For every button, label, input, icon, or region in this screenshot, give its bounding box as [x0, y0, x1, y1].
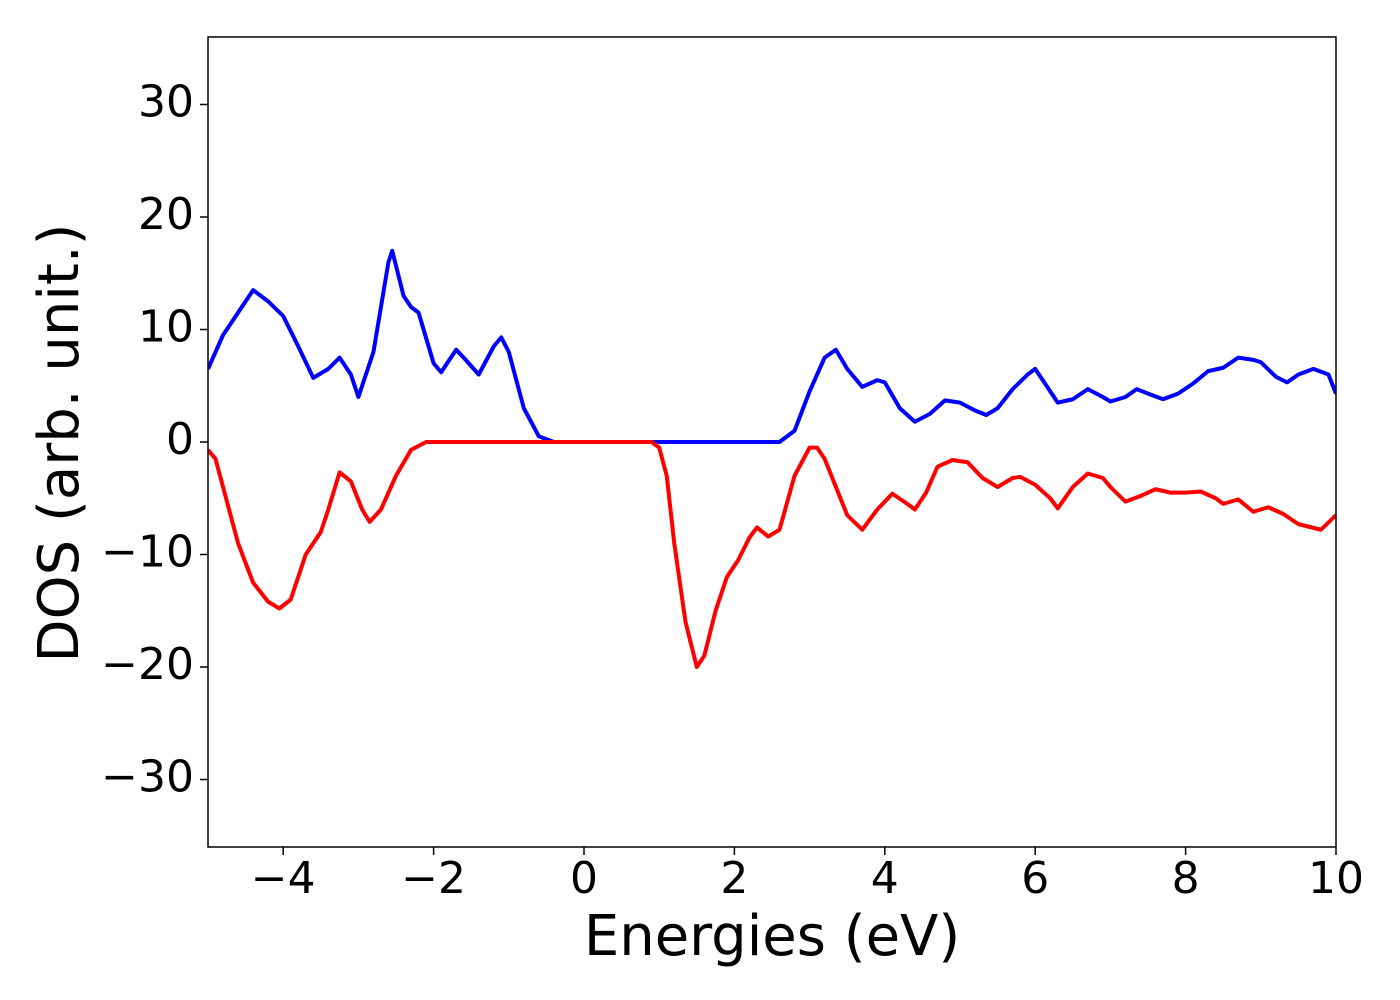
series-line: [208, 440, 1336, 669]
x-tick-label: 0: [570, 853, 598, 904]
y-axis-label: DOS (arb. unit.): [27, 223, 92, 662]
y-tick-label: 20: [138, 189, 194, 240]
y-tick-label: 10: [138, 302, 194, 353]
y-tick-label: −20: [101, 639, 194, 690]
y-tick-label: 0: [166, 414, 194, 465]
x-tick-label: −4: [251, 853, 316, 904]
plot-frame: [207, 36, 1337, 848]
y-tick-label: −10: [101, 527, 194, 578]
x-tick-label: −2: [401, 853, 466, 904]
y-tick-label: −30: [101, 752, 194, 803]
y-tick-label: 30: [138, 77, 194, 128]
series-line: [208, 248, 1336, 444]
x-tick-label: 8: [1172, 853, 1200, 904]
x-tick-label: 2: [720, 853, 748, 904]
x-tick-label: 6: [1021, 853, 1049, 904]
x-tick-label: 4: [871, 853, 899, 904]
x-tick-label: 10: [1308, 853, 1364, 904]
x-axis-label: Energies (eV): [584, 904, 960, 969]
